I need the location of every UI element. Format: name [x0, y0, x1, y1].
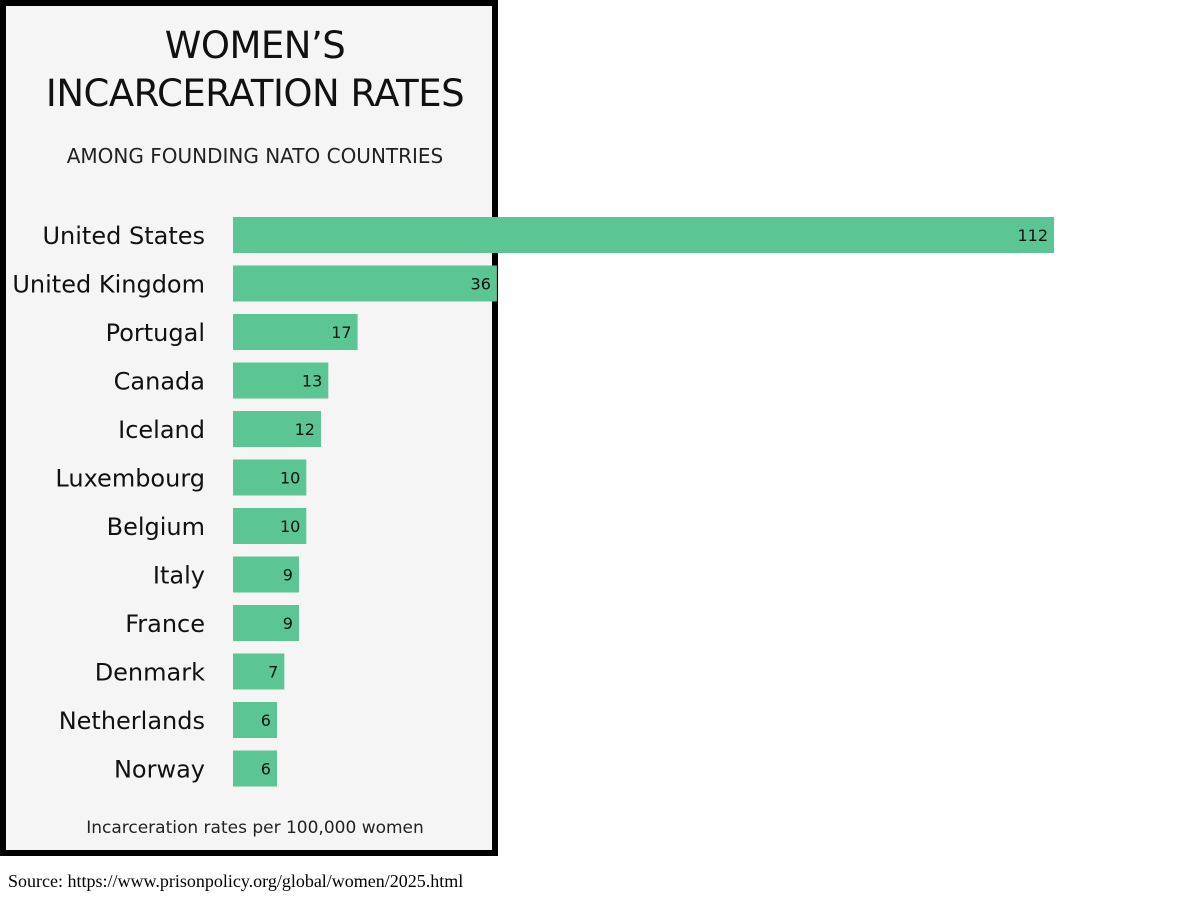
bar-united-kingdom — [233, 265, 497, 302]
category-label-iceland: Iceland — [118, 416, 205, 444]
bar-iceland — [233, 411, 321, 447]
value-label-denmark: 7 — [268, 663, 278, 682]
bar-united-states — [233, 217, 1054, 253]
value-label-netherlands: 6 — [261, 711, 271, 730]
value-label-norway: 6 — [261, 760, 271, 779]
value-label-canada: 13 — [302, 372, 322, 391]
value-label-iceland: 12 — [295, 420, 315, 439]
bar-luxembourg — [233, 459, 307, 496]
value-label-france: 9 — [283, 614, 293, 633]
value-label-portugal: 17 — [331, 323, 351, 342]
category-label-france: France — [125, 610, 205, 638]
bar-portugal — [233, 314, 358, 350]
category-label-united-states: United States — [42, 222, 205, 250]
chart-title-line-1: WOMEN’S — [164, 24, 346, 67]
source-note: Source: https://www.prisonpolicy.org/glo… — [8, 871, 464, 891]
category-label-luxembourg: Luxembourg — [55, 465, 205, 493]
bar-italy — [233, 556, 299, 593]
category-label-italy: Italy — [153, 562, 205, 590]
value-label-united-states: 112 — [1017, 226, 1048, 245]
value-label-italy: 9 — [283, 566, 293, 585]
bar-netherlands — [233, 702, 277, 738]
category-label-norway: Norway — [114, 756, 205, 784]
bar-belgium — [233, 508, 307, 544]
value-label-belgium: 10 — [280, 517, 300, 536]
bar-france — [233, 605, 299, 641]
chart-subtitle: AMONG FOUNDING NATO COUNTRIES — [66, 144, 444, 168]
category-label-denmark: Denmark — [95, 659, 205, 687]
category-label-portugal: Portugal — [106, 319, 205, 347]
category-label-canada: Canada — [114, 368, 205, 396]
chart-title-line-2: INCARCERATION RATES — [45, 72, 465, 115]
axis-caption: Incarceration rates per 100,000 women — [86, 818, 424, 838]
bar-norway — [233, 750, 277, 787]
category-label-netherlands: Netherlands — [59, 707, 205, 735]
category-label-belgium: Belgium — [107, 513, 205, 541]
category-label-united-kingdom: United Kingdom — [12, 271, 205, 299]
value-label-luxembourg: 10 — [280, 469, 300, 488]
value-label-united-kingdom: 36 — [471, 275, 491, 294]
bar-canada — [233, 362, 329, 399]
bar-denmark — [233, 653, 285, 690]
